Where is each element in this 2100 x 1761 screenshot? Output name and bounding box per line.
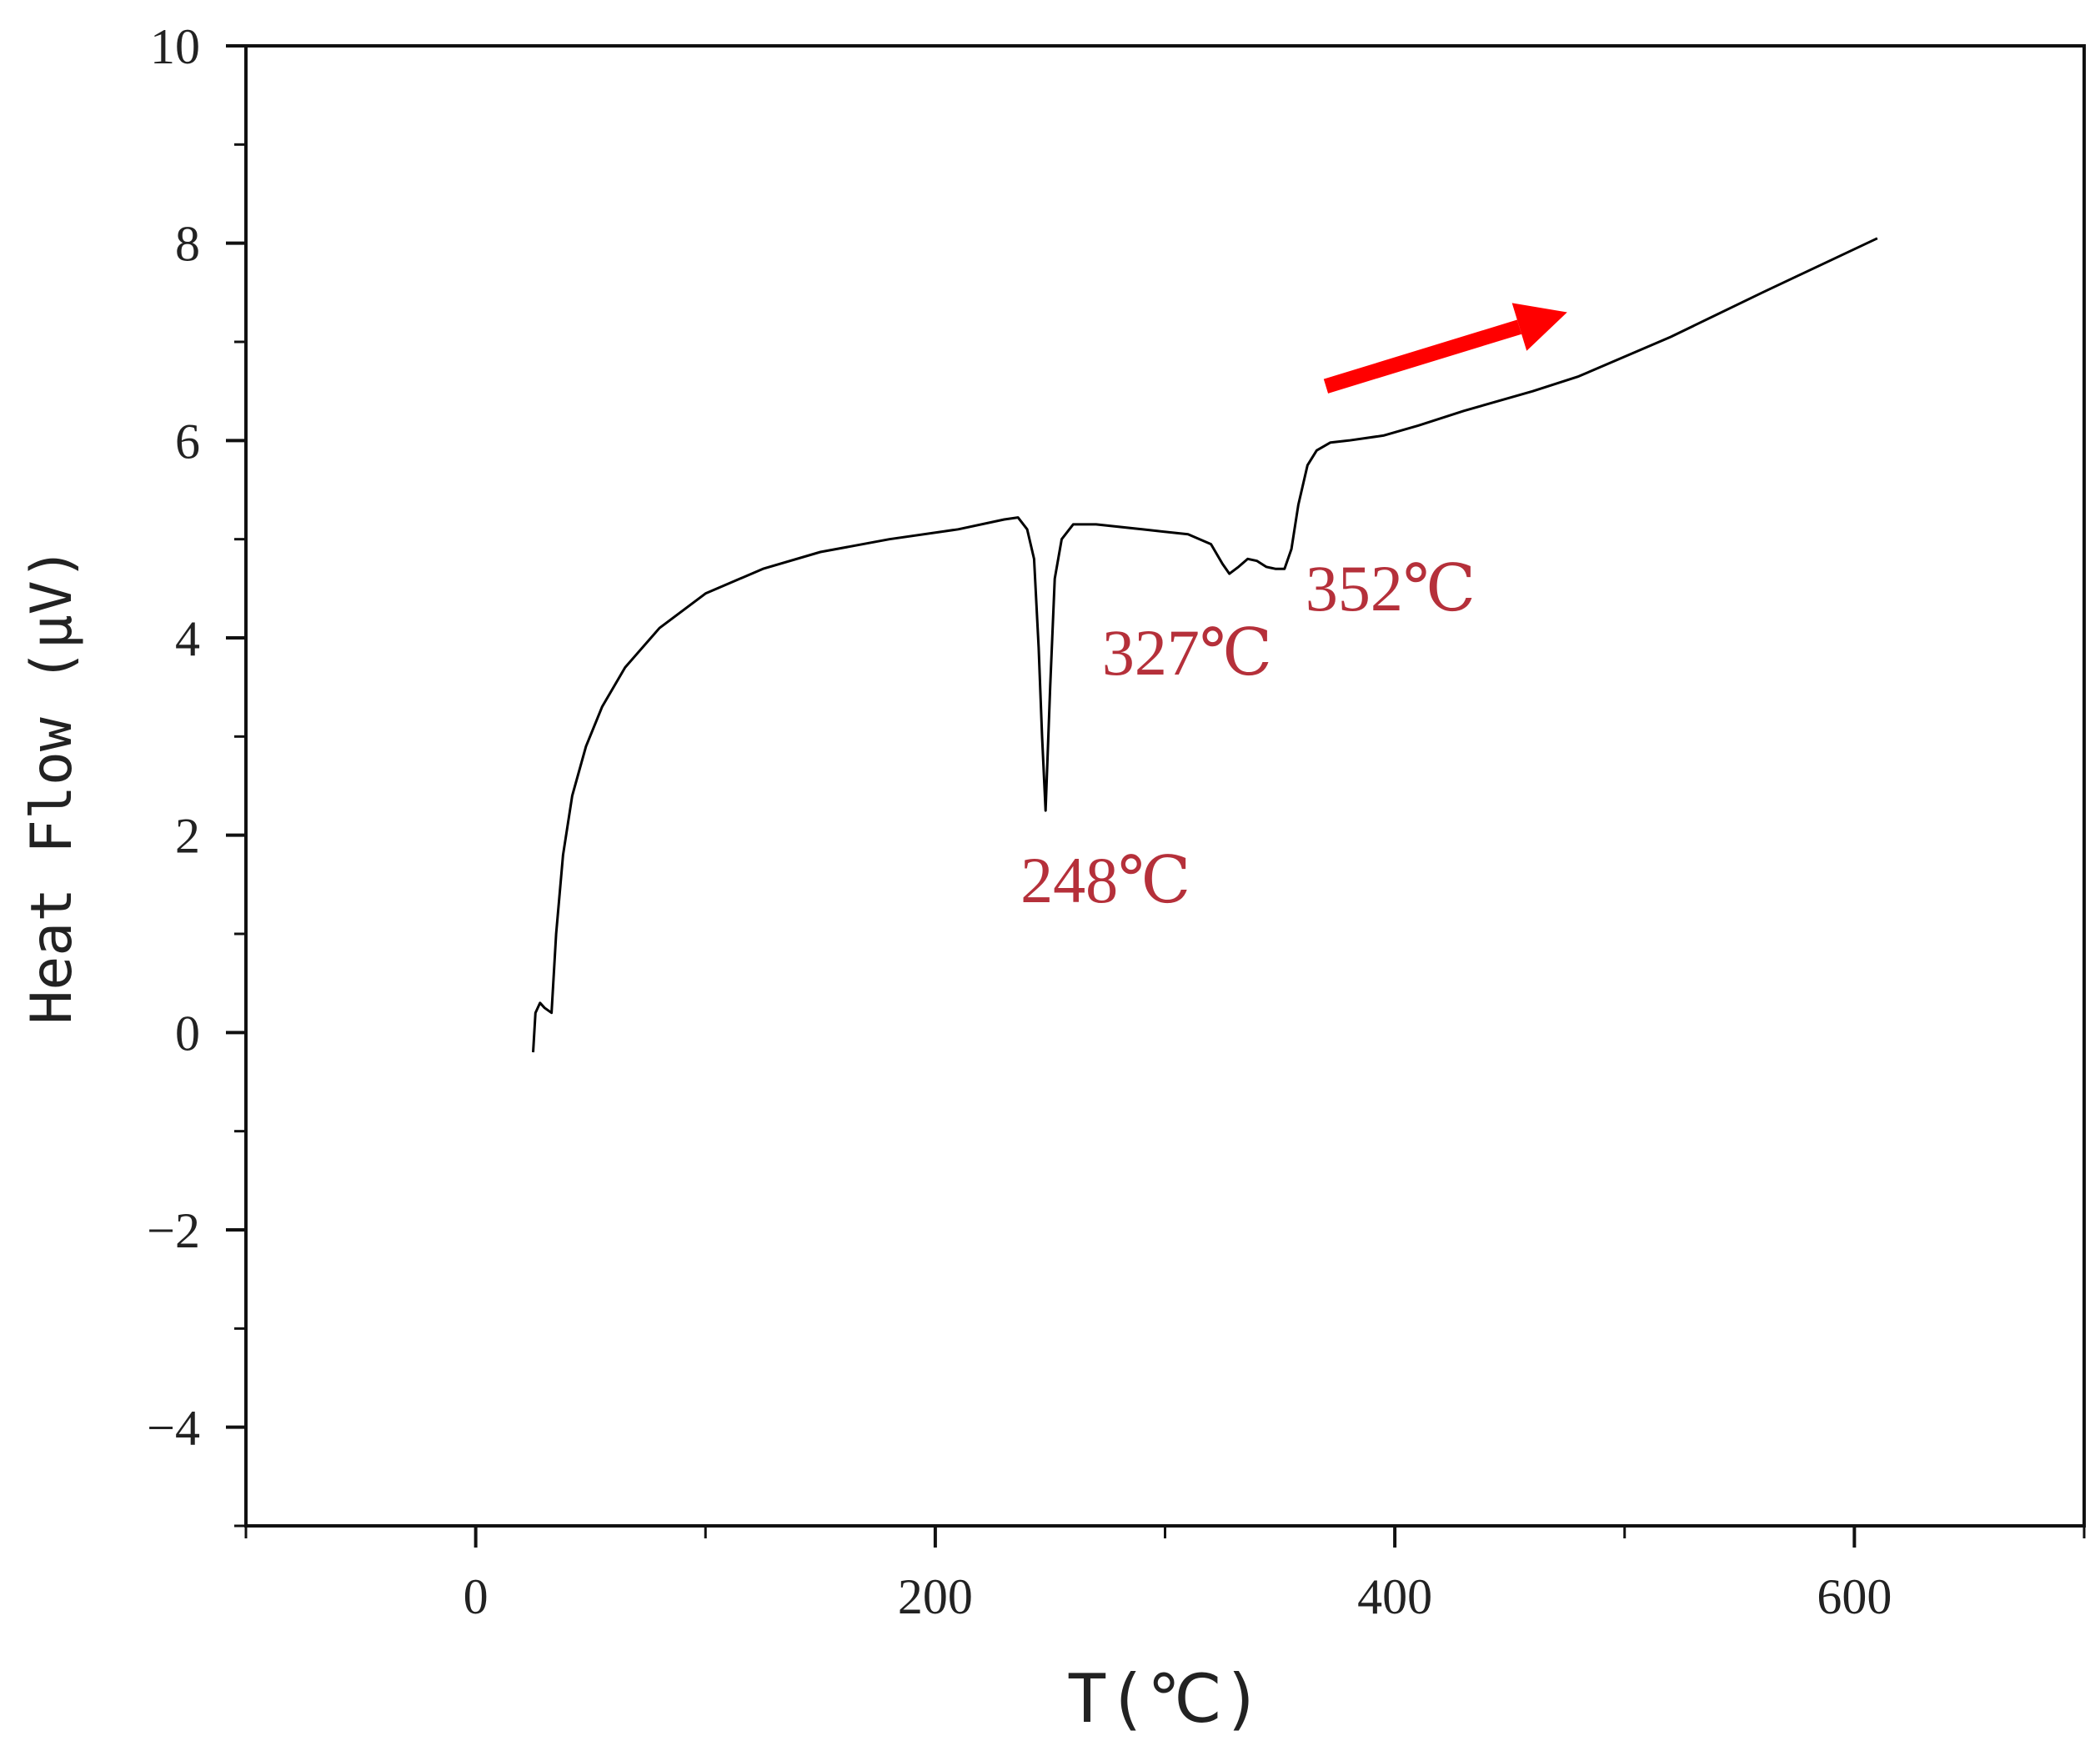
y-tick-label: 10 bbox=[150, 19, 200, 74]
axis-tick-labels: 0 200 400 600 −4 −2 0 2 4 6 8 10 bbox=[147, 19, 1892, 1624]
red-arrow-head bbox=[1511, 303, 1567, 351]
red-arrow-shaft bbox=[1323, 319, 1522, 394]
y-tick-label: 8 bbox=[175, 217, 200, 272]
peak-annotation: 248℃ bbox=[1020, 844, 1190, 916]
y-axis-title: Heat Flow (μV) bbox=[19, 546, 85, 1024]
annotation-group: 248℃ 327℃ 352℃ bbox=[1020, 552, 1476, 916]
arrow-group bbox=[1323, 303, 1567, 394]
x-axis-title: T(℃) bbox=[1067, 1660, 1262, 1738]
series-group bbox=[532, 237, 1878, 1053]
peak-annotation: 352℃ bbox=[1306, 552, 1476, 625]
y-tick-label: −2 bbox=[147, 1203, 200, 1258]
y-tick-label: 4 bbox=[175, 611, 200, 666]
x-tick-label: 200 bbox=[898, 1569, 973, 1624]
x-tick-label: 600 bbox=[1817, 1569, 1892, 1624]
x-tick-label: 400 bbox=[1357, 1569, 1432, 1624]
peak-annotation: 327℃ bbox=[1102, 616, 1272, 689]
y-tick-label: 6 bbox=[175, 414, 200, 469]
x-tick-label: 0 bbox=[464, 1569, 489, 1624]
heat-flow-line bbox=[532, 237, 1878, 1053]
axis-ticks bbox=[226, 44, 2086, 1548]
y-tick-label: 0 bbox=[175, 1006, 200, 1061]
y-tick-label: 2 bbox=[175, 809, 200, 864]
y-tick-label: −4 bbox=[147, 1401, 200, 1456]
plot-frame bbox=[244, 44, 2086, 1528]
